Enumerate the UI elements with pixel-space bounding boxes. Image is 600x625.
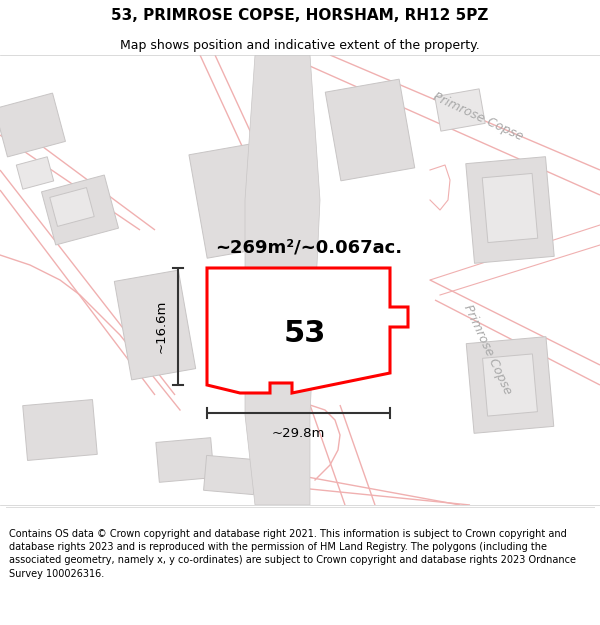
- Text: ~16.6m: ~16.6m: [155, 300, 168, 353]
- Polygon shape: [466, 157, 554, 263]
- Polygon shape: [156, 438, 214, 483]
- Polygon shape: [50, 188, 94, 226]
- Polygon shape: [466, 337, 554, 433]
- Polygon shape: [41, 175, 119, 245]
- Text: 53: 53: [284, 319, 326, 348]
- Text: ~269m²/~0.067ac.: ~269m²/~0.067ac.: [215, 238, 402, 256]
- Polygon shape: [325, 79, 415, 181]
- Text: ~29.8m: ~29.8m: [272, 427, 325, 440]
- Polygon shape: [189, 142, 281, 258]
- Polygon shape: [482, 354, 538, 416]
- Polygon shape: [0, 93, 65, 157]
- Polygon shape: [435, 89, 485, 131]
- Polygon shape: [115, 270, 196, 380]
- Text: 53, PRIMROSE COPSE, HORSHAM, RH12 5PZ: 53, PRIMROSE COPSE, HORSHAM, RH12 5PZ: [112, 8, 488, 23]
- Text: Contains OS data © Crown copyright and database right 2021. This information is : Contains OS data © Crown copyright and d…: [9, 529, 576, 579]
- Text: Map shows position and indicative extent of the property.: Map shows position and indicative extent…: [120, 39, 480, 52]
- Polygon shape: [482, 174, 538, 242]
- Polygon shape: [245, 55, 320, 505]
- Text: Primrose Copse: Primrose Copse: [461, 303, 515, 397]
- Polygon shape: [23, 399, 97, 461]
- Polygon shape: [203, 456, 256, 494]
- Polygon shape: [207, 268, 408, 393]
- Polygon shape: [16, 157, 53, 189]
- Text: Primrose Copse: Primrose Copse: [431, 91, 525, 144]
